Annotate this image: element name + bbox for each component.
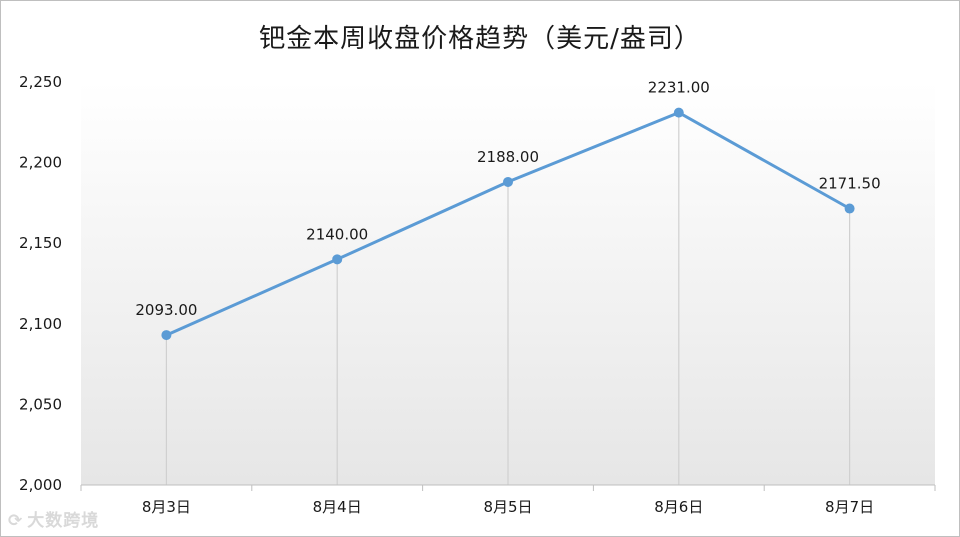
data-point <box>503 176 513 187</box>
data-point <box>844 203 855 214</box>
y-tick-label: 2,050 <box>19 395 62 413</box>
data-label: 2171.50 <box>819 175 881 193</box>
y-tick-label: 2,200 <box>19 154 62 172</box>
x-tick-label: 8月4日 <box>313 498 362 516</box>
logo-icon: ⟳ <box>8 511 24 531</box>
data-label: 2231.00 <box>648 79 710 97</box>
x-tick-label: 8月5日 <box>483 498 532 516</box>
y-tick-label: 2,150 <box>19 234 62 252</box>
data-point <box>332 254 343 265</box>
x-tick-label: 8月6日 <box>654 498 703 516</box>
chart-title: 钯金本周收盘价格趋势（美元/盎司） <box>259 24 701 54</box>
watermark-text: 大数跨境 <box>27 511 100 531</box>
data-label: 2093.00 <box>135 301 197 319</box>
y-tick-label: 2,100 <box>19 315 62 333</box>
data-point <box>161 330 172 341</box>
x-tick-label: 8月3日 <box>142 498 191 516</box>
x-tick-label: 8月7日 <box>825 498 874 516</box>
data-label: 2188.00 <box>477 148 539 166</box>
y-tick-label: 2,000 <box>19 476 62 494</box>
data-label: 2140.00 <box>306 225 368 243</box>
watermark: ⟳ 大数跨境 <box>8 506 99 531</box>
data-point <box>673 107 684 118</box>
y-tick-label: 2,250 <box>19 73 62 91</box>
